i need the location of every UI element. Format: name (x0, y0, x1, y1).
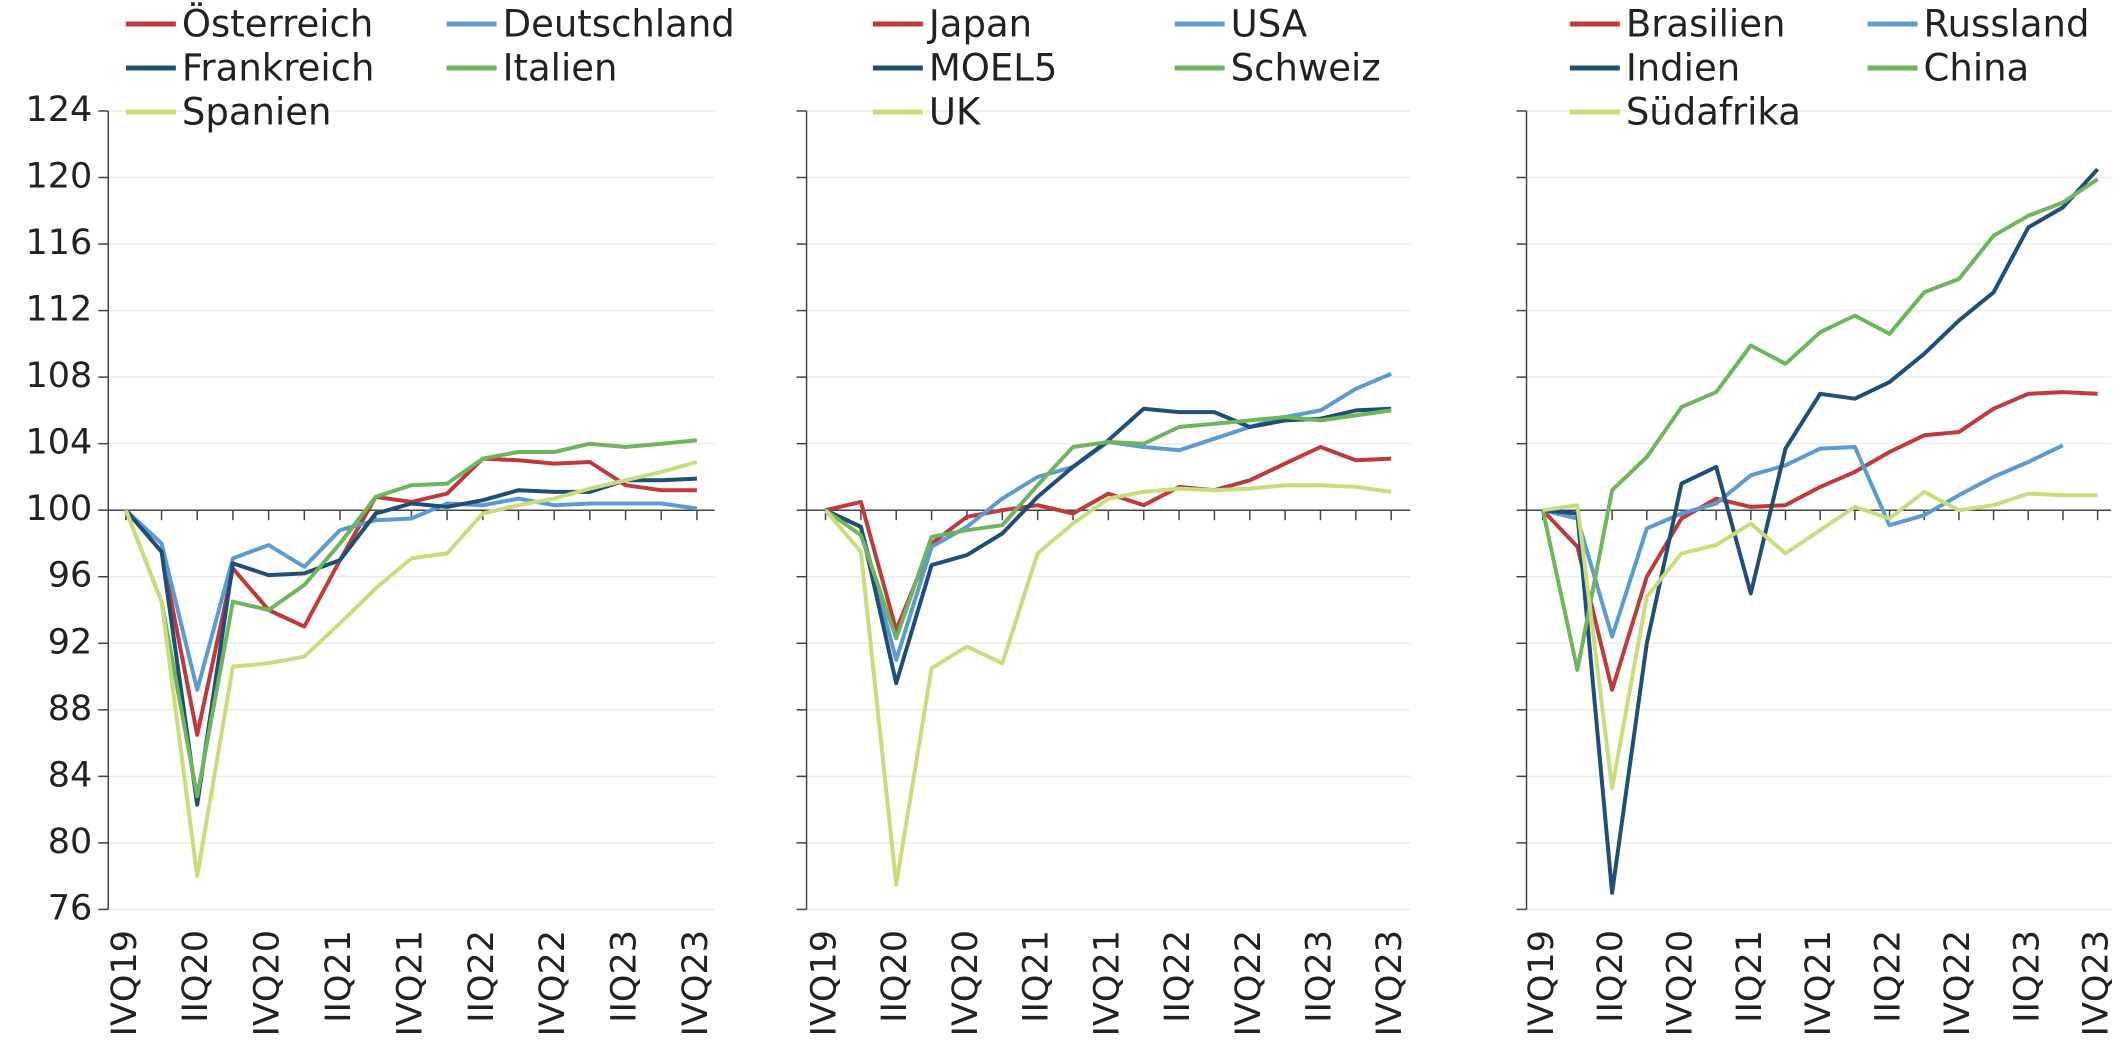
legend-label: Deutschland (503, 3, 735, 46)
legend-label: USA (1231, 3, 1308, 46)
y-tick-label: 120 (25, 157, 92, 197)
y-tick-label: 108 (25, 356, 92, 396)
x-tick-label: IVQ19 (1522, 930, 1562, 1036)
series-line (1540, 177, 2099, 672)
legend-label: MOEL5 (929, 47, 1058, 90)
y-tick-label: 88 (48, 689, 93, 729)
x-tick-label: IIQ22 (1869, 930, 1909, 1023)
x-tick-label: IIQ23 (2007, 930, 2047, 1023)
series-line (124, 496, 698, 692)
legend-label: Schweiz (1231, 47, 1381, 90)
x-tick-label: IVQ23 (2077, 930, 2117, 1036)
legend-label: Italien (503, 47, 618, 90)
x-tick-label: IVQ20 (248, 930, 288, 1036)
series-line (124, 456, 697, 737)
x-tick-label: IVQ20 (1660, 930, 1700, 1036)
series-line (1542, 489, 2098, 790)
series-line (124, 438, 698, 799)
x-tick-label: IIQ20 (176, 930, 216, 1023)
legend-label: Japan (927, 3, 1032, 46)
legend-label: China (1924, 47, 2030, 90)
y-tick-label: 92 (48, 622, 93, 662)
x-tick-label: IVQ22 (1229, 930, 1269, 1036)
x-tick-label: IVQ21 (1799, 930, 1839, 1036)
x-tick-label: IVQ23 (1370, 930, 1410, 1036)
y-tick-label: 112 (25, 290, 92, 330)
y-tick-label: 104 (25, 423, 92, 463)
x-tick-label: IIQ23 (605, 930, 645, 1023)
x-tick-label: IIQ21 (1017, 930, 1057, 1023)
series-line (1542, 167, 2100, 895)
x-tick-label: IIQ22 (1158, 930, 1198, 1023)
x-tick-label: IIQ21 (1730, 930, 1770, 1023)
series-line (824, 408, 1392, 641)
y-tick-label: 116 (25, 223, 92, 263)
legend-label: Frankreich (182, 47, 375, 90)
x-tick-label: IVQ22 (1938, 930, 1978, 1036)
x-tick-label: IVQ23 (676, 930, 716, 1036)
legend-label: UK (929, 91, 982, 134)
legend-label: Indien (1626, 47, 1740, 90)
legend-label: Russland (1924, 3, 2090, 46)
x-tick-label: IIQ20 (1591, 930, 1631, 1023)
x-tick-label: IIQ22 (462, 930, 502, 1023)
legend-label: Spanien (182, 91, 332, 134)
y-tick-label: 124 (25, 90, 92, 130)
x-tick-label: IIQ21 (319, 930, 359, 1023)
legend-label: Österreich (182, 3, 373, 46)
y-tick-label: 76 (48, 888, 93, 928)
x-tick-label: IIQ20 (875, 930, 915, 1023)
series-line (1542, 443, 2064, 639)
x-tick-label: IVQ22 (533, 930, 573, 1036)
y-tick-label: 84 (48, 755, 93, 795)
y-tick-label: 80 (48, 822, 93, 862)
y-tick-label: 96 (48, 556, 93, 596)
series-line (824, 406, 1392, 686)
x-tick-label: IVQ19 (105, 930, 145, 1036)
series-line (124, 460, 698, 879)
series-line (124, 476, 697, 807)
series-line (823, 483, 1392, 887)
x-tick-label: IVQ20 (946, 930, 986, 1036)
y-tick-label: 100 (25, 489, 92, 529)
legend-label: Brasilien (1626, 3, 1786, 46)
x-tick-label: IVQ19 (805, 930, 845, 1036)
x-tick-label: IIQ23 (1299, 930, 1339, 1023)
x-tick-label: IVQ21 (1087, 930, 1127, 1036)
series-line (1541, 390, 2098, 692)
x-tick-label: IVQ21 (390, 930, 430, 1036)
legend-label: Südafrika (1626, 91, 1801, 134)
